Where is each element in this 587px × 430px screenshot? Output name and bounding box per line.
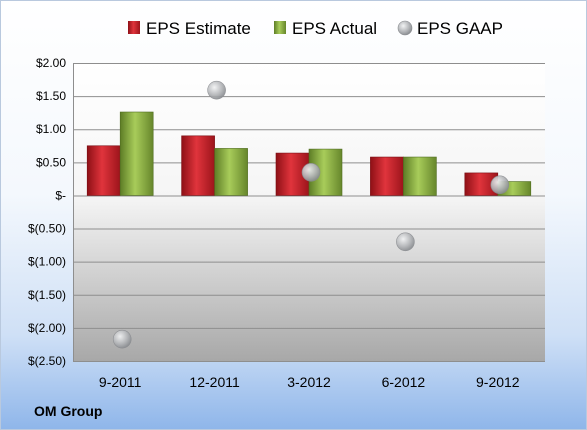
y-tick-label: $(0.50) <box>28 222 66 236</box>
eps-gaap-point <box>112 329 132 349</box>
eps-actual-bar <box>214 148 248 196</box>
y-tick-label: $(2.00) <box>28 321 66 335</box>
y-tick-label: $1.50 <box>36 89 66 103</box>
y-tick-label: $1.00 <box>36 122 66 136</box>
eps-gaap-point <box>396 232 415 252</box>
y-tick-label: $2.00 <box>36 56 66 70</box>
eps-estimate-bar <box>181 135 215 196</box>
x-tick-label: 6-2012 <box>382 374 426 390</box>
plot-area <box>73 63 545 361</box>
eps-estimate-bar <box>370 156 404 196</box>
bars <box>86 111 532 196</box>
x-tick-label: 9-2012 <box>476 374 520 390</box>
eps-gaap-point <box>207 80 226 100</box>
legend: EPS Estimate EPS Actual EPS GAAP <box>128 19 503 38</box>
y-axis: $2.00 $1.50 $1.00 $0.50 $- $(0.50) $(1.00) $(1.… <box>28 56 74 368</box>
eps-actual-bar <box>119 111 154 196</box>
x-tick-label: 3-2012 <box>287 374 331 390</box>
eps-gaap-point <box>490 175 510 195</box>
legend-eps-estimate-swatch <box>128 21 140 34</box>
legend-eps-actual-swatch <box>274 21 286 34</box>
legend-eps-gaap-label: EPS GAAP <box>417 19 503 38</box>
gaap-points <box>112 80 510 349</box>
y-tick-label: $(2.50) <box>28 354 66 368</box>
y-tick-label: $(1.50) <box>28 288 66 302</box>
y-tick-label: $0.50 <box>36 155 66 169</box>
eps-gaap-point <box>301 162 321 182</box>
legend-eps-gaap-swatch <box>397 20 413 36</box>
eps-actual-bar <box>403 156 437 196</box>
eps-estimate-bar <box>86 145 121 196</box>
y-tick-label: $(1.00) <box>28 255 66 269</box>
x-axis: 9-2011 12-2011 3-2012 6-2012 9-2012 <box>99 374 520 390</box>
x-tick-label: 9-2011 <box>99 374 142 390</box>
x-tick-label: 12-2011 <box>189 374 240 390</box>
legend-eps-estimate-label: EPS Estimate <box>146 19 251 38</box>
y-tick-label: $- <box>55 188 66 202</box>
legend-eps-actual-label: EPS Actual <box>292 19 377 38</box>
company-name: OM Group <box>34 403 103 419</box>
